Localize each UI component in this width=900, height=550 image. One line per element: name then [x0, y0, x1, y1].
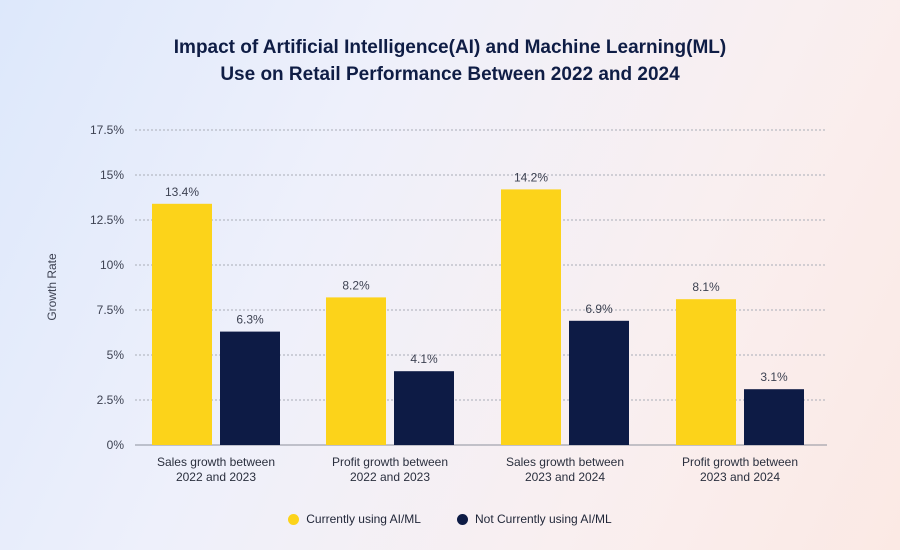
chart-title-line-1: Impact of Artificial Intelligence(AI) an… — [173, 37, 727, 58]
y-tick-label: 5% — [107, 348, 125, 362]
bar-not-using-ai — [569, 320, 629, 445]
legend-label-using-ai: Currently using AI/ML — [306, 512, 421, 526]
bar-not-using-ai — [220, 331, 280, 445]
bar-data-label: 6.3% — [236, 313, 264, 327]
x-category-label: Sales growth between — [157, 455, 275, 469]
bar-data-label: 8.1% — [692, 280, 720, 294]
y-axis-label: Growth Rate — [45, 253, 59, 321]
legend-swatch-using-ai — [288, 513, 300, 525]
bar-data-label: 3.1% — [760, 370, 788, 384]
bar-using-ai — [326, 297, 386, 445]
bar-using-ai — [676, 299, 736, 445]
bar-data-label: 4.1% — [410, 352, 438, 366]
bar-data-label: 14.2% — [514, 170, 548, 184]
bar-data-label: 13.4% — [165, 185, 199, 199]
legend-label-not-using-ai: Not Currently using AI/ML — [474, 512, 612, 526]
x-category-label: Sales growth between — [506, 455, 624, 469]
y-tick-label: 17.5% — [90, 123, 124, 137]
x-category-label: 2022 and 2023 — [350, 470, 430, 484]
legend-item-using-ai: Currently using AI/ML — [288, 512, 421, 526]
y-tick-label: 0% — [107, 438, 125, 452]
bar-not-using-ai — [744, 389, 804, 445]
y-tick-label: 2.5% — [97, 393, 125, 407]
bar-data-label: 8.2% — [342, 278, 370, 292]
x-category-label: Profit growth between — [682, 455, 798, 469]
bar-using-ai — [152, 203, 212, 445]
legend-swatch-not-using-ai — [456, 513, 468, 525]
chart-title-line-2: Use on Retail Performance Between 2022 a… — [220, 64, 680, 85]
y-tick-label: 7.5% — [97, 303, 125, 317]
x-category-label: Profit growth between — [332, 455, 448, 469]
y-tick-label: 10% — [100, 258, 124, 272]
x-category-label: 2022 and 2023 — [176, 470, 256, 484]
chart-title: Impact of Artificial Intelligence(AI) an… — [0, 34, 900, 88]
chart-legend: Currently using AI/ML Not Currently usin… — [0, 512, 900, 526]
y-tick-label: 12.5% — [90, 213, 124, 227]
bar-not-using-ai — [394, 371, 454, 445]
x-category-label: 2023 and 2024 — [700, 470, 780, 484]
y-tick-label: 15% — [100, 168, 124, 182]
legend-item-not-using-ai: Not Currently using AI/ML — [456, 512, 612, 526]
x-category-label: 2023 and 2024 — [525, 470, 605, 484]
bar-using-ai — [501, 189, 561, 445]
bar-data-label: 6.9% — [585, 302, 613, 316]
